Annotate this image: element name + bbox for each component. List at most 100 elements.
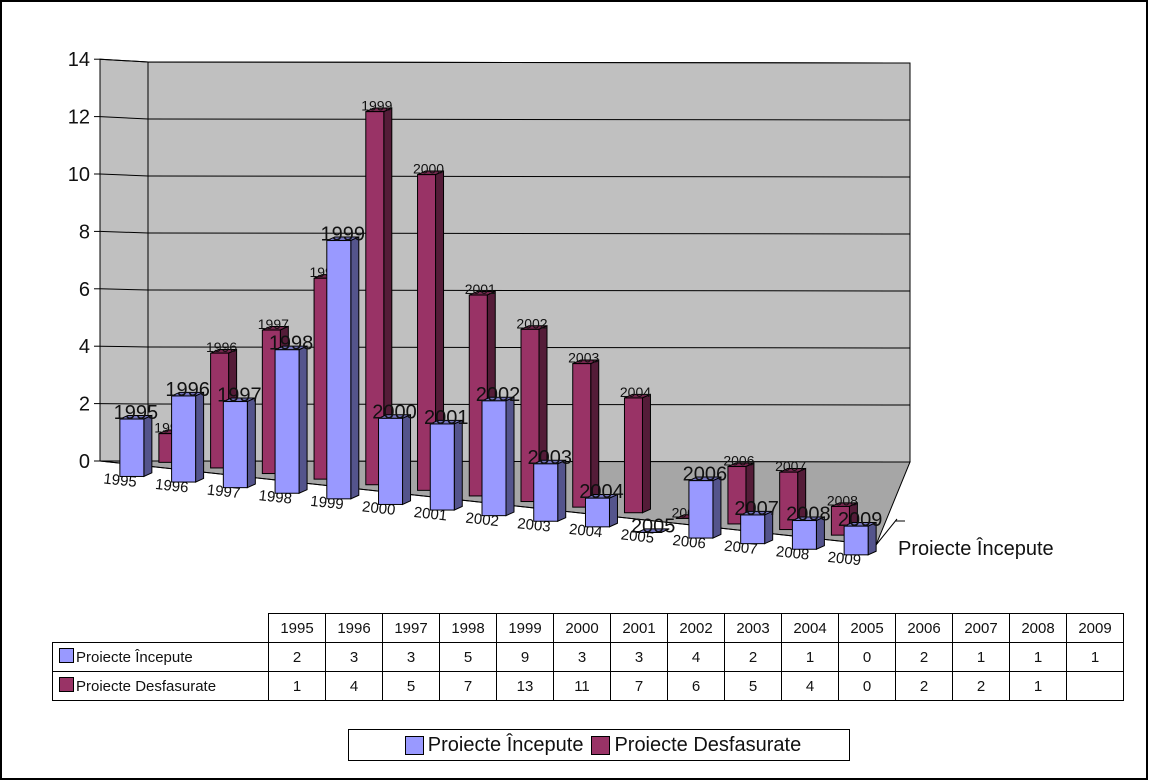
bar-side bbox=[246, 397, 256, 489]
table-cell: 9 bbox=[496, 642, 554, 672]
table-header-cell: 1998 bbox=[439, 613, 497, 643]
chart-side-wall bbox=[99, 58, 149, 462]
series-label: Proiecte Desfasurate bbox=[76, 678, 217, 695]
bar-side bbox=[660, 528, 670, 533]
bar-front bbox=[520, 328, 540, 503]
table-cell: 13 bbox=[496, 671, 554, 701]
legend-label: Proiecte Începute bbox=[427, 733, 584, 756]
bar bbox=[429, 419, 463, 511]
gridline-side bbox=[99, 173, 149, 177]
depth-axis-label: Proiecte Începute bbox=[898, 537, 1054, 560]
bar-front bbox=[843, 525, 869, 556]
table-header-cell: 1997 bbox=[382, 613, 440, 643]
bar-front bbox=[222, 401, 248, 489]
table-cell: 1 bbox=[1009, 642, 1067, 672]
bar-side bbox=[557, 459, 567, 523]
data-label: 1997 bbox=[217, 385, 262, 407]
y-tick-label: 0 bbox=[79, 451, 90, 473]
bar-side bbox=[712, 476, 722, 539]
gridline-side bbox=[99, 345, 149, 348]
table-cell: 3 bbox=[325, 642, 383, 672]
table-cell: 2 bbox=[895, 642, 953, 672]
bar-front bbox=[481, 400, 507, 517]
table-cell: 3 bbox=[553, 642, 611, 672]
bar-front bbox=[791, 520, 817, 550]
gridline-side bbox=[99, 288, 149, 291]
data-label: 1998 bbox=[269, 333, 314, 355]
data-table: 1995 1996 1997 1998 1999 2000 2001 2002 2003 2004… bbox=[52, 613, 1124, 701]
data-label: 2002 bbox=[516, 315, 547, 331]
table-header-cell: 2009 bbox=[1066, 613, 1124, 643]
bar bbox=[417, 170, 445, 492]
bar bbox=[572, 359, 600, 508]
legend-swatch bbox=[591, 735, 611, 755]
bar-front bbox=[365, 111, 385, 486]
bar-front bbox=[326, 240, 352, 500]
bar-side bbox=[505, 396, 515, 517]
data-label: 2000 bbox=[413, 161, 444, 177]
data-label: 2006 bbox=[683, 464, 728, 486]
bar bbox=[274, 345, 308, 495]
series-swatch bbox=[59, 677, 74, 692]
y-tick-label: 4 bbox=[79, 336, 90, 358]
y-tick-label: 14 bbox=[68, 49, 90, 71]
data-label: 1996 bbox=[206, 339, 237, 355]
table-cell: 5 bbox=[724, 671, 782, 701]
bar bbox=[584, 493, 618, 528]
chart-legend: Proiecte Începute Proiecte Desfasurate bbox=[348, 729, 850, 761]
table-cell: 1 bbox=[781, 642, 839, 672]
gridline bbox=[147, 61, 911, 64]
bar bbox=[791, 516, 825, 551]
data-label: 2004 bbox=[579, 481, 624, 503]
data-label: 2007 bbox=[775, 458, 806, 474]
bar-front bbox=[740, 514, 766, 545]
data-label: 2005 bbox=[631, 515, 676, 537]
bar-front bbox=[378, 417, 404, 505]
data-label: 1996 bbox=[165, 379, 210, 401]
bar-side bbox=[143, 414, 153, 478]
table-header-cell: 2001 bbox=[610, 613, 668, 643]
data-label: 2000 bbox=[372, 401, 417, 423]
y-tick-label: 8 bbox=[79, 221, 90, 243]
bar bbox=[740, 510, 774, 545]
bar-side bbox=[298, 345, 308, 495]
y-tick-label: 2 bbox=[79, 394, 90, 416]
table-cell: 5 bbox=[439, 642, 497, 672]
table-header-cell: 2007 bbox=[952, 613, 1010, 643]
data-label: 2004 bbox=[620, 384, 651, 400]
table-header-cell: 2008 bbox=[1009, 613, 1067, 643]
bar bbox=[222, 397, 256, 489]
gridline bbox=[147, 232, 911, 235]
bar-chart-3d: 0 2 4 6 8 10 12 14 Proiecte Începute 1995 1996 1997… bbox=[68, 49, 1054, 569]
table-cell: 3 bbox=[382, 642, 440, 672]
bar-side bbox=[453, 419, 463, 511]
data-label: 2009 bbox=[838, 509, 883, 531]
table-cell: 7 bbox=[439, 671, 497, 701]
gridline-side bbox=[99, 230, 149, 234]
table-header-cell: 2003 bbox=[724, 613, 782, 643]
y-tick-label: 6 bbox=[79, 279, 90, 301]
bar-front bbox=[688, 480, 714, 539]
table-header-cell: 1999 bbox=[496, 613, 554, 643]
bar bbox=[636, 528, 670, 533]
depth-axis bbox=[875, 518, 898, 546]
bar bbox=[727, 462, 755, 525]
bar bbox=[119, 414, 153, 478]
bar bbox=[326, 236, 360, 500]
table-row-header: Proiecte Începute bbox=[52, 642, 269, 672]
y-tick-label: 10 bbox=[68, 164, 90, 186]
table-header-cell: 2005 bbox=[838, 613, 896, 643]
table-cell: 6 bbox=[667, 671, 725, 701]
gridline-side bbox=[99, 116, 149, 120]
bar-front bbox=[533, 463, 559, 522]
bar-front bbox=[171, 395, 197, 483]
bar bbox=[843, 521, 877, 556]
table-row-header: Proiecte Desfasurate bbox=[52, 671, 269, 701]
table-cell bbox=[1066, 671, 1124, 701]
data-label: 2002 bbox=[476, 384, 521, 406]
table-cell: 0 bbox=[838, 642, 896, 672]
y-tick-label: 12 bbox=[68, 107, 90, 129]
data-label: 2007 bbox=[734, 498, 779, 520]
bar-front bbox=[417, 174, 437, 491]
